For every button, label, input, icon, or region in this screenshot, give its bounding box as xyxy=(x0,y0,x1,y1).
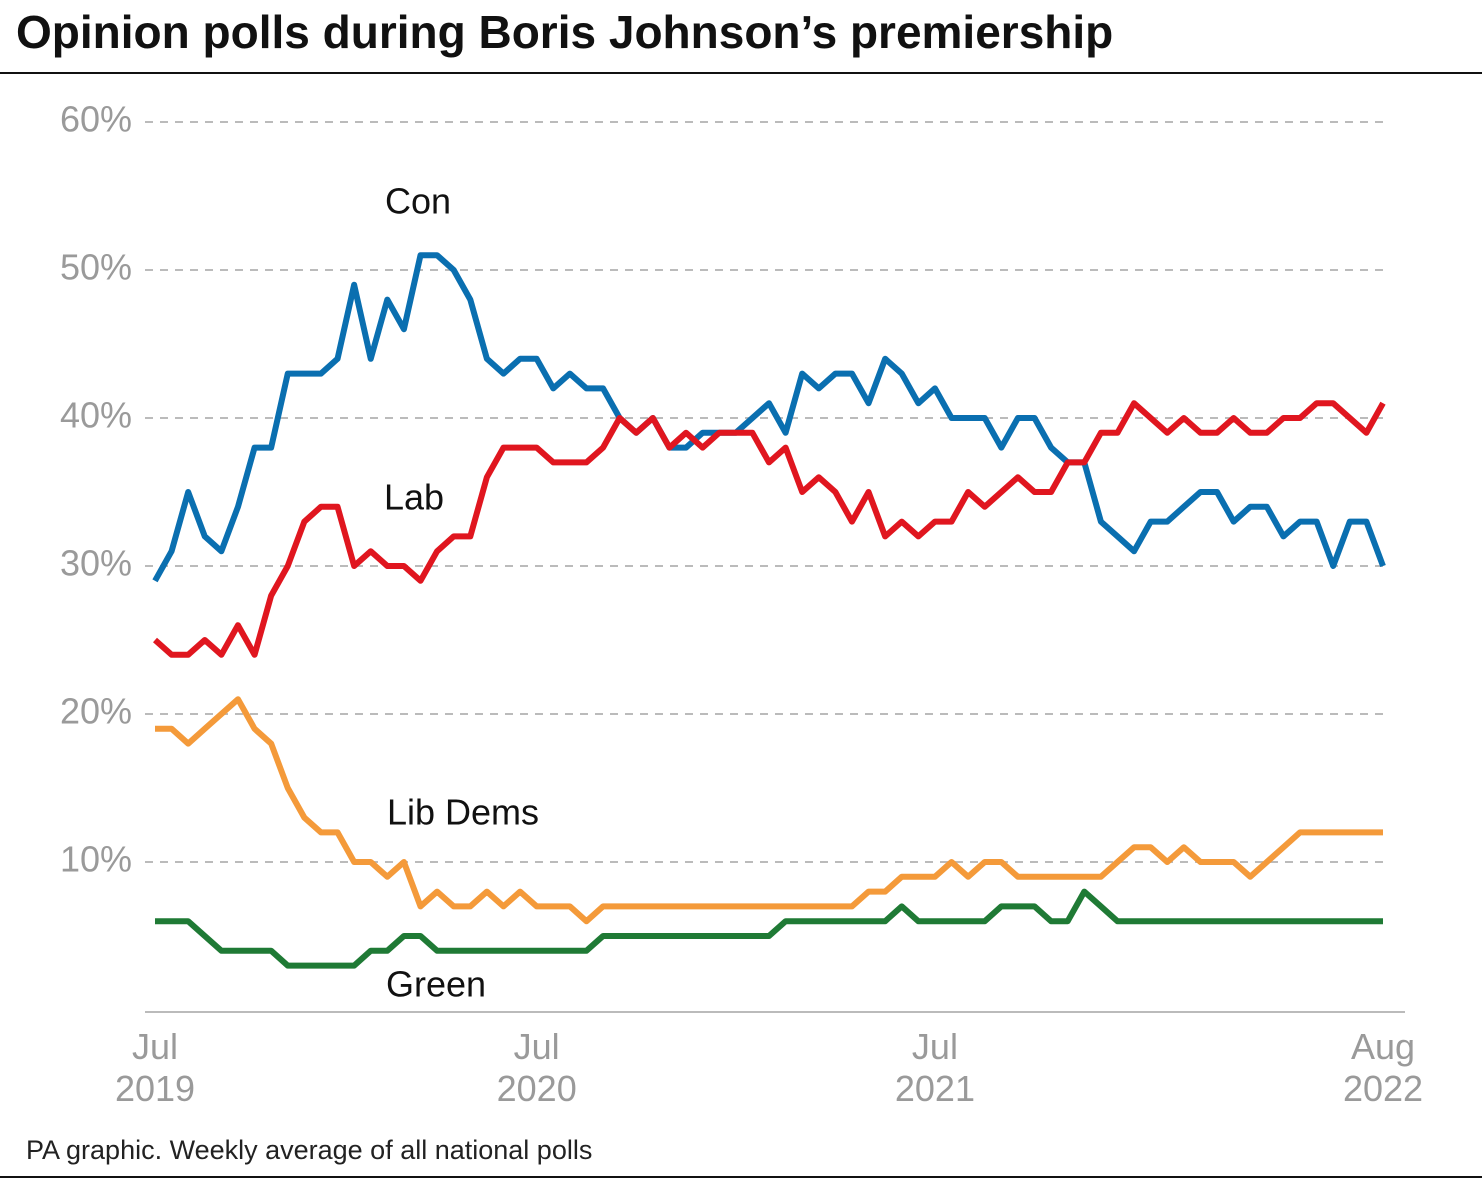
series-line xyxy=(155,888,1383,969)
series-line xyxy=(155,696,1383,925)
y-tick-label: 30% xyxy=(60,543,132,584)
series-line xyxy=(153,400,1386,658)
note: PA graphic. Weekly average of all nation… xyxy=(26,1135,592,1165)
series-label: Lab xyxy=(384,477,444,518)
x-tick-label: Jul 2019 xyxy=(114,1026,196,1109)
x-tick-label: Jul 2020 xyxy=(496,1026,577,1109)
y-tick-label: 40% xyxy=(60,395,132,436)
chart-title: Opinion polls during Boris Johnson’s pre… xyxy=(16,6,1113,58)
series-label: Green xyxy=(386,964,486,1005)
y-tick-label: 20% xyxy=(60,691,132,732)
series-label: Lib Dems xyxy=(387,792,539,833)
series-label: Con xyxy=(385,181,451,222)
y-tick-label: 50% xyxy=(60,247,132,288)
y-tick-label: 10% xyxy=(60,839,132,880)
x-tick-label: Aug 2022 xyxy=(1342,1026,1424,1109)
series-line xyxy=(152,252,1386,583)
x-tick-label: Jul 2021 xyxy=(894,1026,975,1109)
y-tick-label: 60% xyxy=(60,99,132,140)
